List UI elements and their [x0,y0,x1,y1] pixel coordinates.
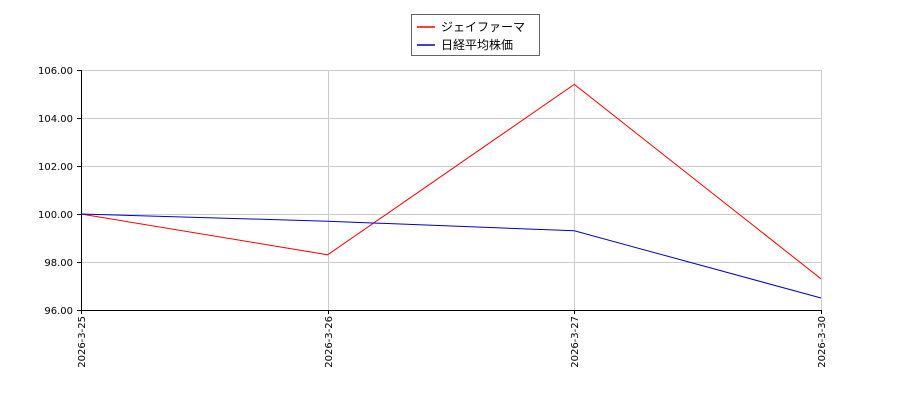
legend-label-jpharma: ジェイファーマ [441,20,525,34]
y-tick-label: 98.00 [44,258,73,269]
legend: ジェイファーマ 日経平均株価 [411,14,540,56]
x-tick-label: 2026-3-26 [324,316,335,368]
y-tick-label: 104.00 [38,114,73,125]
y-tick-label: 100.00 [38,210,73,221]
series-line-nikkei [80,213,822,299]
grid-layer [81,70,822,311]
y-tick-label: 102.00 [38,162,73,173]
x-tick-label: 2026-3-27 [570,316,581,368]
y-tick-label: 106.00 [38,66,73,77]
axes-layer: 96.00 98.00 100.00 102.00 104.00 106.00 2026-3… [38,66,828,368]
y-tick-label: 96.00 [44,306,73,317]
series-line-jpharma [80,83,822,280]
series-layer [80,83,822,299]
legend-label-nikkei: 日経平均株価 [441,37,513,52]
x-tick-label: 2026-3-25 [77,316,88,368]
legend-box [411,14,540,56]
x-tick-label: 2026-3-30 [817,316,828,368]
